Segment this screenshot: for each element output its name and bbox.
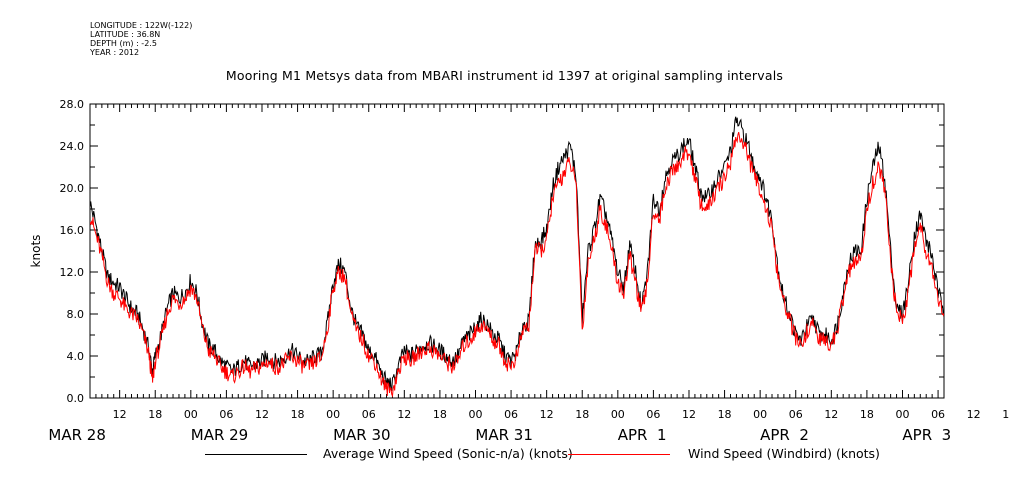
y-axis: 0.0 4.0 8.0 12.0 16.0 20.0 24.0 28.0 bbox=[60, 98, 944, 405]
x-day-label: MAR 30 bbox=[333, 426, 390, 444]
x-tick-label: 12 bbox=[255, 408, 269, 421]
x-tick-label: 12 bbox=[540, 408, 554, 421]
x-tick-label: 00 bbox=[611, 408, 625, 421]
x-tick-label: 06 bbox=[931, 408, 945, 421]
x-tick-label: 12 bbox=[397, 408, 411, 421]
x-tick-label: 00 bbox=[326, 408, 340, 421]
x-day-label: MAR 28 bbox=[48, 426, 105, 444]
x-tick-label: 00 bbox=[184, 408, 198, 421]
x-tick-label: 06 bbox=[646, 408, 660, 421]
chart-title: Mooring M1 Metsys data from MBARI instru… bbox=[225, 68, 784, 83]
y-tick-label: 0.0 bbox=[67, 392, 85, 405]
x-tick-label: 18 bbox=[718, 408, 732, 421]
series-line-sonic bbox=[90, 116, 944, 392]
y-tick-label: 4.0 bbox=[67, 350, 85, 363]
y-tick-label: 24.0 bbox=[60, 140, 85, 153]
x-day-label: MAR 29 bbox=[191, 426, 248, 444]
meta-latitude: LATITUDE : 36.8N bbox=[90, 30, 161, 39]
x-axis: 12 18 00 06 12 18 00 06 12 18 00 06 12 18 00 06 12 18 00 06… bbox=[48, 104, 1009, 444]
meta-year: YEAR : 2012 bbox=[90, 48, 140, 57]
x-tick-label: 18 bbox=[291, 408, 305, 421]
x-tick-label: 18 bbox=[433, 408, 447, 421]
y-tick-label: 20.0 bbox=[60, 182, 85, 195]
series-line-windbird bbox=[90, 131, 944, 398]
y-tick-label: 12.0 bbox=[60, 266, 85, 279]
y-axis-label: knots bbox=[29, 235, 43, 268]
x-tick-label: 12 bbox=[824, 408, 838, 421]
x-tick-label: 06 bbox=[504, 408, 518, 421]
y-tick-label: 16.0 bbox=[60, 224, 85, 237]
x-day-label: APR 3 bbox=[902, 426, 951, 444]
legend-swatch-sonic bbox=[205, 454, 307, 455]
y-tick-label: 28.0 bbox=[60, 98, 85, 111]
x-tick-label: 18 bbox=[575, 408, 589, 421]
x-day-label: MAR 31 bbox=[475, 426, 532, 444]
x-tick-label: 12 bbox=[113, 408, 127, 421]
x-day-label: APR 2 bbox=[760, 426, 809, 444]
x-tick-label: 00 bbox=[468, 408, 482, 421]
y-tick-label: 8.0 bbox=[67, 308, 85, 321]
x-tick-label: 18 bbox=[860, 408, 874, 421]
x-tick-label: 00 bbox=[753, 408, 767, 421]
meta-longitude: LONGITUDE : 122W(-122) bbox=[90, 21, 193, 30]
x-tick-label: 18 bbox=[148, 408, 162, 421]
legend-label-sonic: Average Wind Speed (Sonic-n/a) (knots) bbox=[323, 446, 573, 461]
legend-swatch-windbird bbox=[568, 454, 670, 455]
x-tick-label: 06 bbox=[219, 408, 233, 421]
metadata-block: LONGITUDE : 122W(-122) LATITUDE : 36.8N … bbox=[90, 21, 192, 57]
series-group bbox=[90, 116, 944, 398]
meta-depth: DEPTH (m) : -2.5 bbox=[90, 39, 157, 48]
x-tick-label: 18 bbox=[1002, 408, 1009, 421]
x-tick-label: 06 bbox=[789, 408, 803, 421]
x-tick-label: 12 bbox=[967, 408, 981, 421]
x-tick-label: 06 bbox=[362, 408, 376, 421]
legend: Average Wind Speed (Sonic-n/a) (knots) W… bbox=[0, 445, 1009, 465]
legend-label-windbird: Wind Speed (Windbird) (knots) bbox=[688, 446, 880, 461]
x-tick-label: 12 bbox=[682, 408, 696, 421]
x-tick-label: 00 bbox=[895, 408, 909, 421]
x-day-label: APR 1 bbox=[618, 426, 667, 444]
